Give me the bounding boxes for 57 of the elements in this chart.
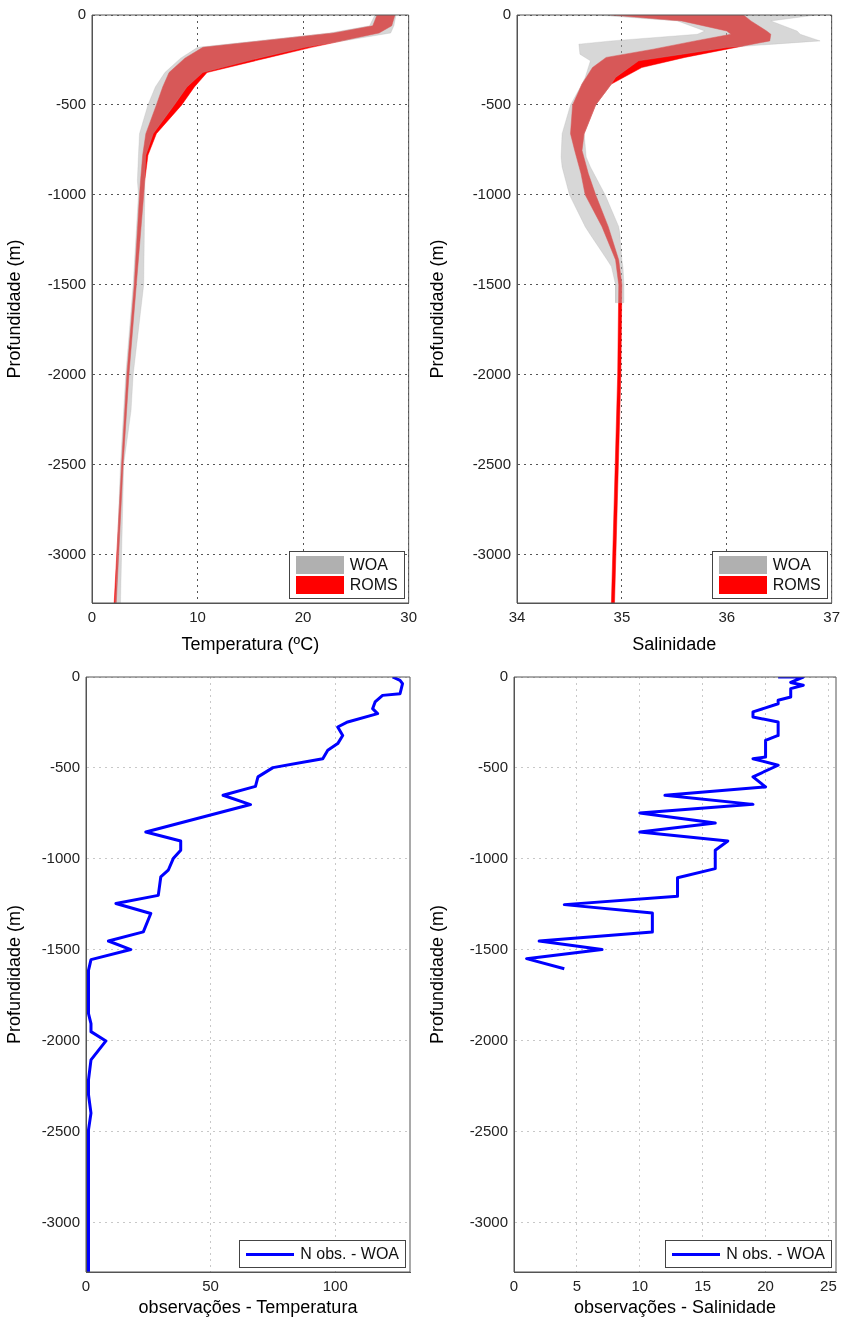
legend-label: WOA — [772, 555, 811, 575]
legend-label: ROMS — [349, 575, 398, 595]
y-tick-label: -1500 — [47, 274, 86, 292]
y-tick-label: -1500 — [472, 274, 511, 292]
y-tick-label: 0 — [77, 5, 86, 23]
y-axis-title: Profundidade (m) — [426, 239, 447, 379]
x-axis-title: Salinidade — [632, 634, 717, 655]
x-tick-label: 36 — [718, 608, 736, 626]
y-tick-label: -500 — [55, 95, 86, 113]
x-tick-label: 25 — [820, 1277, 837, 1295]
y-tick-label: -2000 — [47, 364, 86, 382]
y-tick-label: -1500 — [469, 940, 508, 958]
y-tick-label: -2500 — [472, 454, 511, 472]
x-tick-label: 35 — [613, 608, 631, 626]
y-tick-label: 0 — [502, 5, 511, 23]
y-tick-label: -2500 — [41, 1122, 80, 1140]
y-tick-label: 0 — [71, 667, 80, 685]
x-tick-label: 15 — [694, 1277, 712, 1295]
y-tick-label: -3000 — [41, 1213, 80, 1231]
y-tick-label: -500 — [49, 758, 80, 776]
y-tick-label: -3000 — [47, 544, 86, 562]
x-tick-label: 100 — [322, 1277, 348, 1295]
legend-label: ROMS — [772, 575, 821, 595]
y-axis-title: Profundidade (m) — [426, 904, 447, 1045]
x-axis-title: Temperatura (ºC) — [181, 634, 320, 655]
x-tick-label: 10 — [631, 1277, 649, 1295]
x-tick-label: 37 — [823, 608, 840, 626]
y-tick-label: -500 — [480, 95, 511, 113]
legend-label: WOA — [349, 555, 388, 575]
legend-label: N obs. - WOA — [300, 1244, 399, 1264]
x-axis-title: observações - Salinidade — [573, 1297, 777, 1318]
y-tick-label: -2500 — [469, 1122, 508, 1140]
x-tick-label: 10 — [189, 608, 206, 626]
y-tick-label: -2500 — [47, 454, 86, 472]
y-tick-label: -1000 — [47, 184, 86, 202]
x-tick-label: 20 — [294, 608, 312, 626]
y-tick-label: -1000 — [41, 849, 80, 867]
y-tick-label: -1500 — [41, 940, 80, 958]
y-tick-label: -2000 — [41, 1031, 80, 1049]
y-tick-label: -1000 — [472, 184, 511, 202]
y-tick-label: -1000 — [469, 849, 508, 867]
y-axis-title: Profundidade (m) — [3, 904, 24, 1045]
x-tick-label: 34 — [508, 608, 526, 626]
x-axis-title: observações - Temperatura — [138, 1297, 359, 1318]
y-axis-title: Profundidade (m) — [3, 239, 24, 379]
x-tick-label: 5 — [572, 1277, 582, 1295]
y-tick-label: -3000 — [469, 1213, 508, 1231]
y-tick-label: -500 — [477, 758, 508, 776]
legend-label: N obs. - WOA — [726, 1244, 825, 1264]
y-tick-label: -3000 — [472, 544, 511, 562]
x-tick-label: 50 — [202, 1277, 219, 1295]
y-tick-label: 0 — [499, 667, 508, 685]
y-tick-label: -2000 — [469, 1031, 508, 1049]
x-tick-label: 0 — [87, 608, 97, 626]
x-tick-label: 20 — [757, 1277, 774, 1295]
y-tick-label: -2000 — [472, 364, 511, 382]
x-tick-label: 30 — [400, 608, 417, 626]
